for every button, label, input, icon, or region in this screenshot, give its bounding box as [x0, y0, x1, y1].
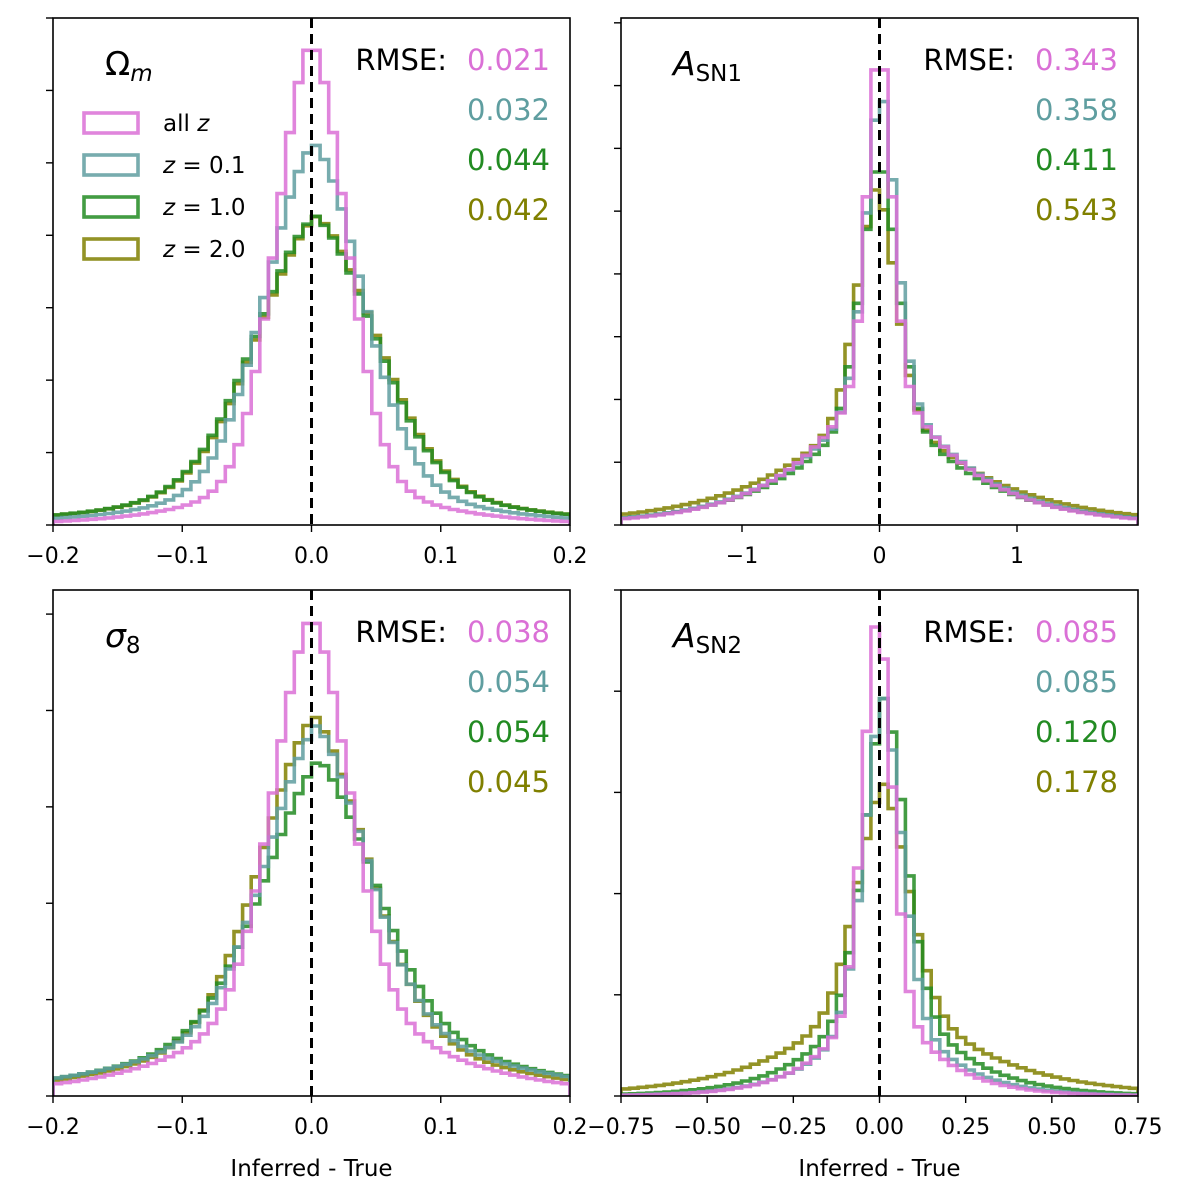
legend-label: z = 1.0	[162, 195, 246, 221]
rmse-value: 0.054	[467, 715, 550, 749]
x-tick-label: 0.1	[423, 544, 458, 569]
panel-title: ASN1	[671, 44, 742, 87]
x-tick-label: 0.2	[553, 1115, 588, 1140]
x-tick-label: 0.50	[1027, 1115, 1076, 1140]
panel-title: σ8	[105, 616, 141, 659]
x-tick-label: −0.50	[673, 1115, 740, 1140]
rmse-label: RMSE:	[355, 43, 447, 77]
panel-4: −0.75 −0.50 −0.25 0.00 0.25 0.50 0.75 Inferred …	[587, 589, 1163, 1182]
x-tick-label: 0.1	[423, 1115, 458, 1140]
x-tick-label: −0.75	[587, 1115, 654, 1140]
panel-1: −0.2 −0.1 0.0 0.1 0.2 Ωm RMSE: 0.021 0.032 0.044 0…	[26, 17, 588, 569]
legend-swatch	[82, 237, 140, 261]
legend-label: z = 2.0	[162, 237, 246, 263]
x-tick-label: −0.1	[156, 544, 209, 569]
rmse-value: 0.343	[1035, 43, 1118, 77]
legend-label: z = 0.1	[162, 153, 246, 179]
hist-z-1-0	[53, 214, 570, 525]
panel-title: ASN2	[671, 616, 742, 659]
rmse-value: 0.054	[467, 665, 550, 699]
rmse-value: 0.021	[467, 43, 550, 77]
rmse-value: 0.411	[1035, 143, 1118, 177]
legend-swatch	[82, 195, 140, 219]
x-tick-label: 1	[1010, 544, 1024, 569]
x-tick-label: −1	[726, 544, 758, 569]
x-tick-label: 0.2	[553, 544, 588, 569]
x-tick-label: 0	[873, 544, 887, 569]
rmse-label: RMSE:	[923, 615, 1015, 649]
x-axis-label: Inferred - True	[230, 1156, 392, 1182]
rmse-value: 0.358	[1035, 93, 1118, 127]
x-tick-label: 0.00	[855, 1115, 904, 1140]
x-tick-label: −0.25	[760, 1115, 827, 1140]
x-tick-label: −0.2	[26, 544, 79, 569]
rmse-value: 0.085	[1035, 615, 1118, 649]
x-tick-label: 0.25	[941, 1115, 990, 1140]
x-tick-label: 0.75	[1114, 1115, 1163, 1140]
legend-swatch	[82, 111, 140, 135]
legend-label: all z	[163, 111, 210, 137]
x-axis-label: Inferred - True	[798, 1156, 960, 1182]
panel-3: −0.2 −0.1 0.0 0.1 0.2 Inferred - True σ8 RMSE: 0…	[26, 589, 588, 1182]
rmse-value: 0.543	[1035, 193, 1118, 227]
rmse-value: 0.045	[467, 765, 550, 799]
rmse-value: 0.038	[467, 615, 550, 649]
hist-z-0-1	[53, 724, 570, 1096]
rmse-value: 0.042	[467, 193, 550, 227]
rmse-label: RMSE:	[923, 43, 1015, 77]
x-tick-label: −0.1	[156, 1115, 209, 1140]
x-tick-label: −0.2	[26, 1115, 79, 1140]
legend: all z z = 0.1 z = 1.0 z = 2.0	[82, 111, 246, 263]
hist-z-2-0	[621, 782, 1138, 1096]
legend-swatch	[82, 153, 140, 177]
rmse-value: 0.178	[1035, 765, 1118, 799]
rmse-label: RMSE:	[355, 615, 447, 649]
x-tick-label: 0.0	[294, 1115, 329, 1140]
panel-2: −1 0 1 ASN1 RMSE: 0.343 0.358 0.411 0.543	[614, 17, 1139, 569]
rmse-value: 0.120	[1035, 715, 1118, 749]
rmse-value: 0.032	[467, 93, 550, 127]
rmse-value: 0.085	[1035, 665, 1118, 699]
panel-title: Ωm	[105, 44, 153, 87]
rmse-value: 0.044	[467, 143, 550, 177]
x-tick-label: 0.0	[294, 544, 329, 569]
